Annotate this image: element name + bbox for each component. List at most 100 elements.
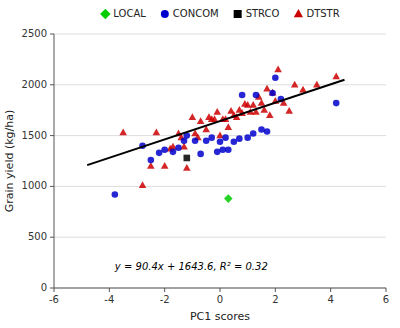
- legend-item: CONCOM: [161, 8, 219, 19]
- y-axis-line: [54, 34, 55, 288]
- x-tick: [164, 288, 165, 292]
- point: [332, 73, 340, 80]
- legend-marker: [234, 10, 242, 18]
- point: [208, 134, 215, 141]
- point: [272, 74, 279, 81]
- point: [250, 130, 257, 137]
- point: [253, 92, 260, 99]
- point: [225, 123, 233, 130]
- point: [161, 147, 168, 154]
- grid-line: [54, 34, 386, 35]
- point: [263, 85, 271, 92]
- legend-label: CONCOM: [173, 8, 219, 19]
- point: [285, 107, 293, 114]
- y-axis-label: Grain yield (kg/ha): [3, 110, 16, 213]
- point: [170, 149, 177, 156]
- legend-marker: [294, 9, 303, 17]
- point: [236, 135, 243, 142]
- point: [197, 151, 204, 158]
- point: [192, 137, 199, 144]
- point: [313, 81, 321, 88]
- x-tick: [109, 288, 110, 292]
- point: [258, 99, 266, 106]
- grid-line: [54, 288, 386, 289]
- point: [175, 144, 182, 151]
- point: [213, 108, 221, 115]
- point: [161, 162, 169, 169]
- x-tick-label: 0: [217, 294, 223, 305]
- y-tick: [50, 186, 54, 187]
- point: [189, 113, 197, 120]
- point: [249, 101, 257, 108]
- series: [184, 155, 191, 162]
- legend-item: STRCO: [234, 8, 280, 19]
- point: [225, 147, 232, 154]
- y-tick: [50, 135, 54, 136]
- legend-label: DTSTR: [306, 8, 339, 19]
- series: [119, 65, 340, 188]
- x-axis-line: [54, 288, 386, 289]
- x-tick-label: -4: [104, 294, 114, 305]
- point: [291, 81, 299, 88]
- y-tick: [50, 237, 54, 238]
- point: [333, 100, 340, 107]
- legend-item: LOCAL: [100, 8, 146, 19]
- x-tick: [330, 288, 331, 292]
- plot-area: [87, 65, 344, 202]
- y-tick: [50, 34, 54, 35]
- point: [197, 117, 205, 124]
- x-tick-label: 2: [272, 294, 278, 305]
- legend-item: DTSTR: [294, 8, 340, 19]
- point: [184, 155, 191, 162]
- x-tick: [275, 288, 276, 292]
- point: [139, 181, 147, 188]
- legend-label: STRCO: [246, 8, 280, 19]
- point: [112, 191, 119, 198]
- point: [222, 134, 229, 141]
- point: [264, 128, 271, 135]
- x-axis-label: PC1 scores: [190, 310, 250, 323]
- y-tick: [50, 288, 54, 289]
- point: [244, 134, 251, 141]
- legend-marker: [100, 9, 110, 19]
- point: [269, 89, 277, 96]
- x-tick-label: 6: [383, 294, 389, 305]
- legend-marker: [161, 10, 169, 18]
- y-tick-label: 0: [41, 282, 47, 293]
- x-tick: [54, 288, 55, 292]
- point: [231, 138, 238, 145]
- y-tick: [50, 84, 54, 85]
- point: [224, 194, 233, 203]
- legend: LOCAL CONCOM STRCO DTSTR: [100, 8, 340, 19]
- regression-line: [87, 80, 344, 165]
- legend-label: LOCAL: [113, 8, 146, 19]
- x-tick-label: -6: [49, 294, 59, 305]
- x-tick-label: 4: [327, 294, 333, 305]
- point: [156, 150, 163, 157]
- point: [183, 164, 191, 171]
- point: [148, 157, 155, 164]
- point: [217, 138, 224, 145]
- y-tick-label: 1500: [22, 130, 47, 141]
- chart: 0 500 1000 1500 2000 2500 -6 -4 -2 0 2 4 6 PC1 scores…: [0, 0, 400, 328]
- annotation: y = 90.4x + 1643.6, R² = 0.32: [114, 261, 268, 272]
- grid-line: [54, 186, 386, 187]
- y-tick-label: 2000: [22, 79, 47, 90]
- point: [203, 137, 210, 144]
- x-tick: [220, 288, 221, 292]
- axes: 0 500 1000 1500 2000 2500 -6 -4 -2 0 2 4 6: [22, 28, 390, 305]
- point: [269, 90, 276, 97]
- x-tick: [386, 288, 387, 292]
- y-tick-label: 1000: [22, 180, 47, 191]
- y-tick-label: 500: [28, 231, 47, 242]
- y-tick-label: 2500: [22, 28, 47, 39]
- grid-line: [54, 237, 386, 238]
- point: [119, 128, 127, 135]
- point: [153, 128, 161, 135]
- series: [224, 194, 233, 203]
- point: [266, 111, 274, 118]
- point: [239, 92, 246, 99]
- x-tick-label: -2: [160, 294, 170, 305]
- point: [274, 65, 282, 72]
- point: [299, 86, 307, 93]
